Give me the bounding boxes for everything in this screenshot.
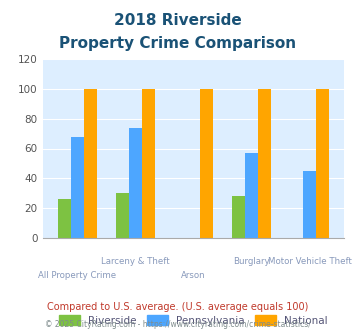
Text: Motor Vehicle Theft: Motor Vehicle Theft	[268, 257, 351, 266]
Bar	[84, 89, 97, 238]
Legend: Riverside, Pennsylvania, National: Riverside, Pennsylvania, National	[55, 311, 332, 330]
Bar	[258, 89, 271, 238]
Bar	[116, 193, 129, 238]
Text: Arson: Arson	[181, 271, 206, 280]
Text: 2018 Riverside: 2018 Riverside	[114, 13, 241, 28]
Bar	[303, 171, 316, 238]
Text: All Property Crime: All Property Crime	[38, 271, 116, 280]
Bar	[245, 153, 258, 238]
Bar	[200, 89, 213, 238]
Bar	[142, 89, 154, 238]
Text: © 2025 CityRating.com - https://www.cityrating.com/crime-statistics/: © 2025 CityRating.com - https://www.city…	[45, 320, 310, 329]
Bar	[316, 89, 329, 238]
Bar	[71, 137, 84, 238]
Text: Property Crime Comparison: Property Crime Comparison	[59, 36, 296, 51]
Bar	[129, 128, 142, 238]
Text: Larceny & Theft: Larceny & Theft	[101, 257, 170, 266]
Bar	[58, 199, 71, 238]
Text: Compared to U.S. average. (U.S. average equals 100): Compared to U.S. average. (U.S. average …	[47, 302, 308, 312]
Bar	[233, 196, 245, 238]
Text: Burglary: Burglary	[233, 257, 270, 266]
